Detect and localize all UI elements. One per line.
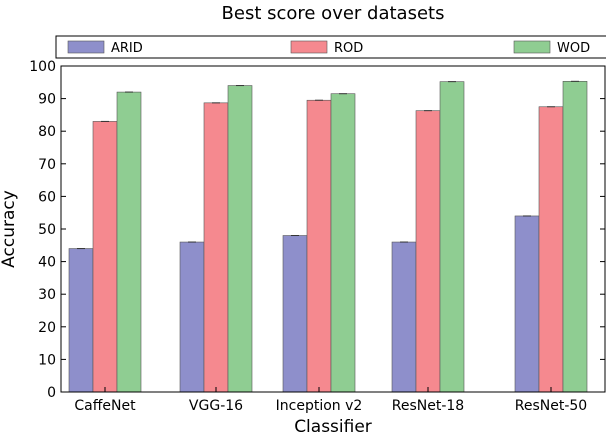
y-tick-label: 80 — [38, 124, 56, 140]
y-axis-ticks: 0 10 20 30 40 50 60 70 80 90 100 — [29, 59, 605, 401]
x-tick-label: CaffeNet — [74, 398, 136, 414]
x-tick-label: Inception v2 — [276, 398, 363, 414]
y-tick-label: 60 — [38, 189, 56, 205]
bar-arid-caffenet — [68, 248, 94, 393]
legend: ARID ROD WOD — [55, 35, 606, 59]
x-axis-label: Classifier — [294, 417, 372, 434]
x-axis-ticks: CaffeNet VGG-16 Inception v2 ResNet-18 ResNe… — [74, 387, 587, 414]
x-tick-label: ResNet-18 — [392, 398, 464, 414]
bar-arid-vgg-16 — [179, 241, 205, 393]
legend-label-rod: ROD — [334, 41, 363, 56]
y-tick-label: 0 — [47, 385, 56, 401]
y-tick-label: 100 — [29, 59, 56, 75]
bar-wod-vgg-16 — [227, 85, 253, 393]
plot-area: 0 10 20 30 40 50 60 70 80 90 100 CaffeNet VGG-16 Inc… — [29, 59, 606, 414]
bars — [68, 80, 588, 393]
bar-wod-resnet-50 — [562, 81, 588, 393]
bar-rod-resnet-18 — [415, 110, 441, 393]
y-tick-label: 90 — [38, 92, 56, 108]
bar-wod-caffenet — [116, 91, 142, 393]
y-axis-label: Accuracy — [0, 190, 19, 268]
bar-rod-vgg-16 — [203, 102, 229, 393]
legend-swatch-wod — [513, 40, 551, 54]
y-tick-label: 50 — [38, 222, 56, 238]
y-tick-label: 40 — [38, 255, 56, 271]
legend-swatch-rod — [290, 40, 328, 54]
x-tick-label: VGG-16 — [189, 398, 243, 414]
bar-wod-inception-v2 — [330, 93, 356, 393]
legend-swatch-arid — [67, 40, 105, 54]
y-tick-label: 10 — [38, 352, 56, 368]
legend-label-wod: WOD — [557, 41, 590, 56]
legend-box — [55, 35, 606, 59]
bar-arid-resnet-50 — [514, 215, 540, 393]
legend-label-arid: ARID — [111, 41, 143, 56]
chart-title: Best score over datasets — [222, 3, 445, 24]
bar-wod-resnet-18 — [439, 81, 465, 393]
bar-arid-resnet-18 — [391, 241, 417, 393]
bar-rod-inception-v2 — [306, 99, 332, 393]
y-tick-label: 30 — [38, 287, 56, 303]
y-tick-label: 20 — [38, 320, 56, 336]
bar-rod-resnet-50 — [538, 106, 564, 393]
bar-rod-caffenet — [92, 121, 118, 393]
y-tick-label: 70 — [38, 157, 56, 173]
bar-arid-inception-v2 — [282, 235, 308, 393]
x-tick-label: ResNet-50 — [515, 398, 587, 414]
